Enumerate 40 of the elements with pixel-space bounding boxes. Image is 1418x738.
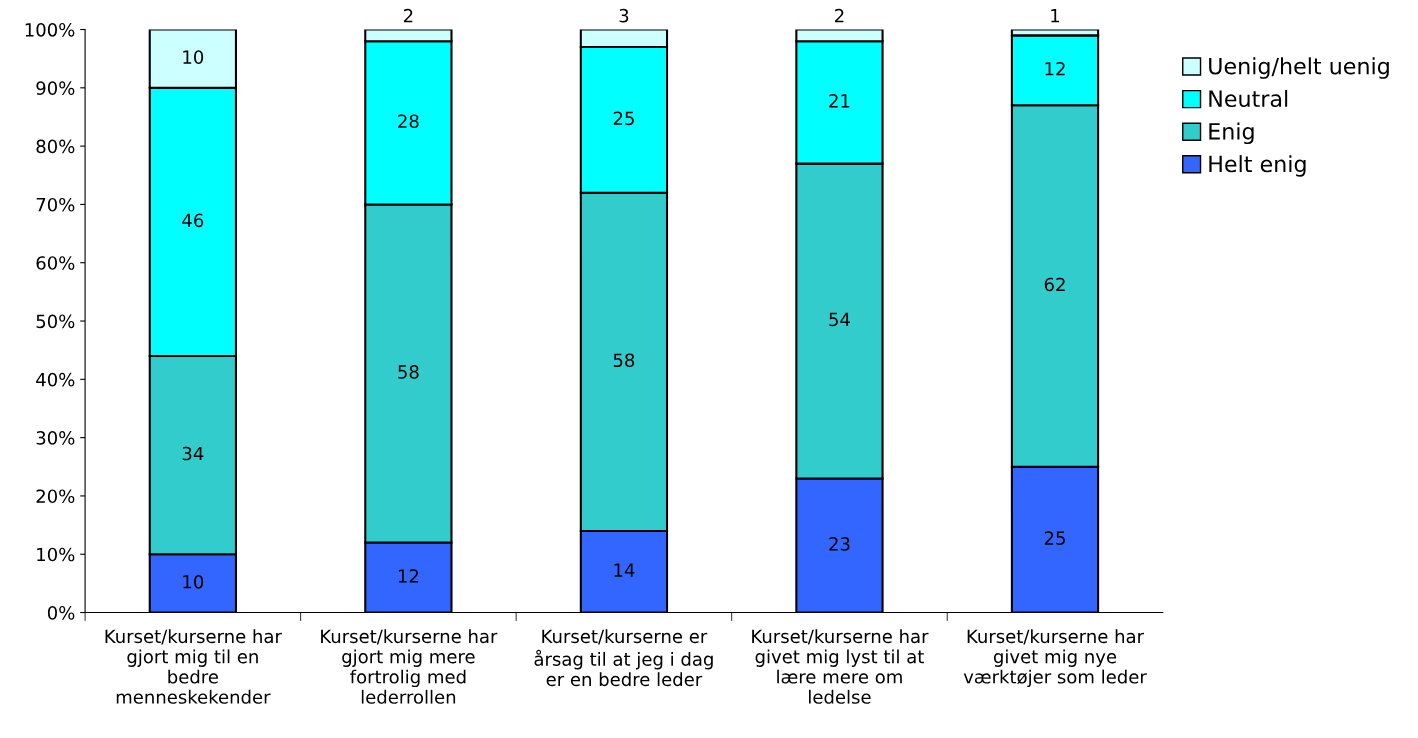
- y-tick-label: 100%: [25, 22, 75, 37]
- data-label: 21: [829, 93, 850, 108]
- y-tick-label: 20%: [36, 489, 75, 504]
- data-label: 3: [619, 8, 629, 23]
- y-tick-label: 90%: [36, 81, 75, 95]
- data-label: 2: [835, 8, 844, 23]
- x-tick-label: Kurset/kurserne er årsag til at jeg i dag er en bedre leder: [534, 629, 713, 687]
- y-tick-label: 80%: [36, 139, 75, 154]
- data-label: 25: [1044, 531, 1065, 545]
- data-label: 10: [183, 574, 204, 589]
- data-label: 62: [1044, 277, 1065, 292]
- data-label: 10: [183, 50, 204, 64]
- data-label: 2: [403, 8, 413, 23]
- y-tick-label: 40%: [36, 372, 75, 387]
- y-tick-label: 70%: [36, 197, 75, 212]
- data-label: 23: [829, 537, 850, 551]
- data-label: 54: [829, 312, 850, 327]
- x-tick-label: Kurset/kurserne har gjort mig mere fortrolig med lederrollen: [321, 629, 498, 704]
- x-tick-label: Kurset/kurserne har gjort mig til en bedre menneskekender: [105, 629, 282, 704]
- y-tick-label: 60%: [36, 256, 75, 270]
- data-label: 14: [614, 563, 635, 577]
- x-tick-label: Kurset/kurserne har givet mig lyst til at lære mere om ledelse: [752, 629, 929, 704]
- legend-label: Enig: [1209, 122, 1254, 145]
- data-label: 58: [398, 365, 419, 379]
- legend-label: Neutral: [1209, 89, 1288, 108]
- legend-label: Helt enig: [1209, 155, 1306, 177]
- x-tick-label: Kurset/kurserne har givet mig nye værktøjer som leder: [963, 629, 1147, 688]
- legend-label: Uenig/helt uenig: [1209, 57, 1389, 79]
- data-label: 34: [182, 446, 204, 461]
- data-label: 46: [182, 213, 204, 228]
- data-label: 12: [398, 569, 419, 583]
- y-tick-label: 10%: [37, 547, 75, 562]
- data-label: 58: [613, 353, 635, 368]
- data-label: 12: [1045, 61, 1065, 76]
- y-tick-label: 0%: [47, 606, 75, 620]
- y-tick-label: 30%: [36, 431, 75, 445]
- y-tick-label: 50%: [36, 314, 75, 329]
- data-label: 1: [1051, 9, 1060, 23]
- data-label: 25: [613, 111, 634, 126]
- data-label: 28: [398, 114, 419, 129]
